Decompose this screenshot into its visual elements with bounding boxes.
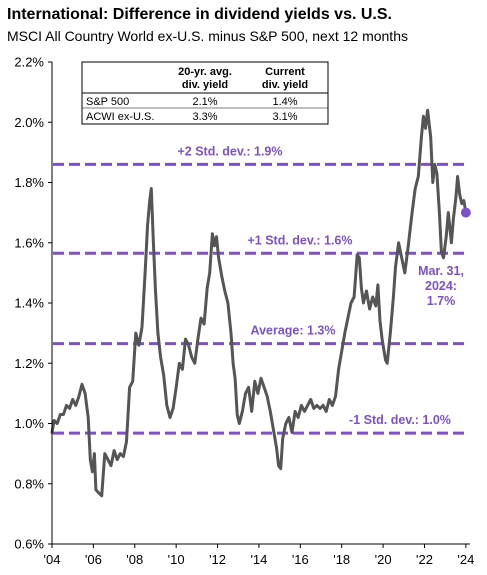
- x-tick-label: '14: [250, 552, 267, 567]
- reference-line-label: -1 Std. dev.: 1.0%: [349, 413, 451, 427]
- table-cell: 1.4%: [272, 96, 297, 108]
- table-cell: 2.1%: [192, 96, 217, 108]
- reference-line-label: Average: 1.3%: [251, 324, 336, 338]
- x-tick-label: '04: [44, 552, 61, 567]
- table-row-label: S&P 500: [86, 96, 129, 108]
- annotation-line: 2024:: [425, 279, 457, 293]
- y-tick-label: 2.2%: [14, 55, 44, 70]
- table-cell: 3.1%: [272, 111, 297, 123]
- chart-subtitle: MSCI All Country World ex-U.S. minus S&P…: [7, 28, 408, 44]
- x-tick-label: '12: [209, 552, 226, 567]
- y-tick-label: 2.0%: [14, 115, 44, 130]
- reference-line-label: +1 Std. dev.: 1.6%: [247, 233, 352, 247]
- current-value-annotation: Mar. 31, 2024: 1.7%: [418, 264, 464, 308]
- table-row-label: ACWI ex-U.S.: [86, 111, 154, 123]
- x-tick-label: '18: [333, 552, 350, 567]
- current-value-marker: [460, 207, 471, 218]
- table-header-cell: div. yield: [182, 79, 228, 91]
- x-tick-label: '16: [292, 552, 309, 567]
- table-header-cell: div. yield: [262, 79, 308, 91]
- data-series-line: [50, 108, 468, 498]
- x-tick-label: '10: [168, 552, 185, 567]
- y-tick-label: 1.4%: [14, 296, 44, 311]
- x-tick-label: '22: [416, 552, 433, 567]
- x-tick-label: '08: [126, 552, 143, 567]
- chart-title: International: Difference in dividend yi…: [7, 6, 392, 23]
- y-tick-label: 0.8%: [14, 476, 44, 491]
- annotation-line: 1.7%: [427, 294, 456, 308]
- x-tick-label: '24: [457, 552, 474, 567]
- table-cell: 3.3%: [192, 111, 217, 123]
- y-tick-label: 0.6%: [14, 537, 44, 552]
- y-tick-label: 1.0%: [14, 416, 44, 431]
- y-tick-label: 1.2%: [14, 356, 44, 371]
- x-tick-label: '20: [375, 552, 392, 567]
- table-header-cell: 20-yr. avg.: [178, 66, 232, 78]
- annotation-line: Mar. 31,: [418, 264, 464, 278]
- table-header-cell: Current: [265, 66, 305, 78]
- reference-line-label: +2 Std. dev.: 1.9%: [177, 144, 282, 158]
- y-tick-label: 1.8%: [14, 175, 44, 190]
- y-tick-label: 1.6%: [14, 235, 44, 250]
- x-tick-label: '06: [85, 552, 102, 567]
